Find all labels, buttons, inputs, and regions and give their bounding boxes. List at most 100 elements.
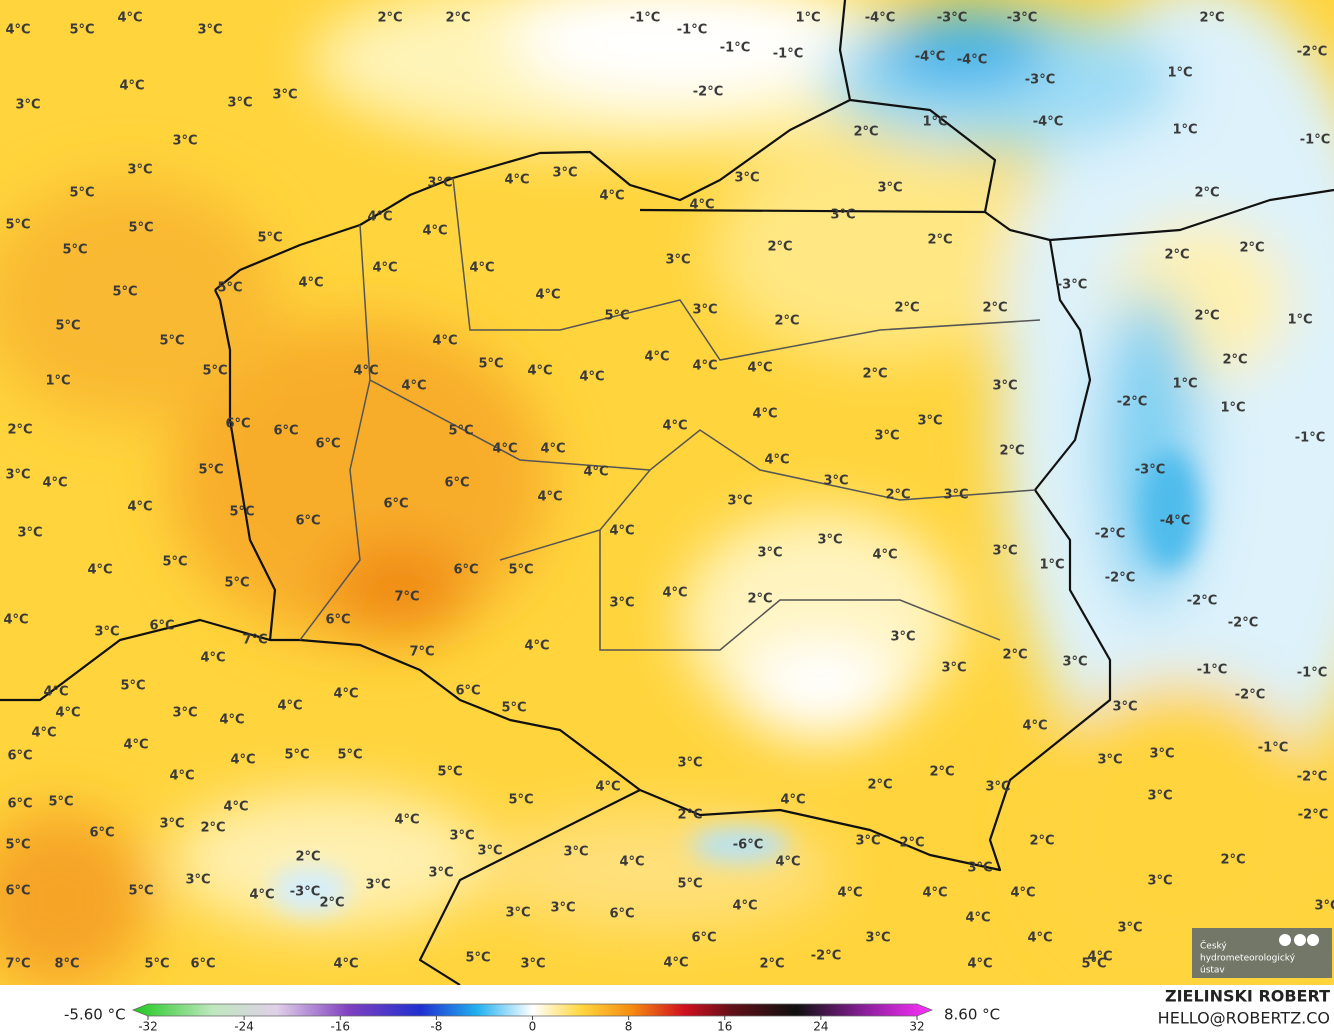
temperature-label: 2°C	[894, 301, 919, 316]
temperature-label: 2°C	[774, 314, 799, 329]
temperature-label: 2°C	[1194, 186, 1219, 201]
colorbar-tick-label: -24	[234, 1020, 254, 1034]
temperature-label: 3°C	[552, 166, 577, 181]
temperature-label: 2°C	[767, 240, 792, 255]
temperature-label: 3°C	[992, 544, 1017, 559]
temperature-label: 5°C	[69, 23, 94, 38]
temperature-label: 2°C	[377, 11, 402, 26]
temperature-label: 4°C	[1010, 886, 1035, 901]
temperature-label: 4°C	[200, 651, 225, 666]
temperature-label: 3°C	[757, 546, 782, 561]
temperature-label: 4°C	[689, 198, 714, 213]
temperature-label: 5°C	[112, 285, 137, 300]
temperature-label: 2°C	[1002, 648, 1027, 663]
temperature-label: -1°C	[773, 47, 803, 62]
temperature-label: 3°C	[427, 176, 452, 191]
temperature-label: 7°C	[409, 645, 434, 660]
temperature-label: 3°C	[943, 488, 968, 503]
temperature-label: -3°C	[1135, 463, 1165, 478]
temperature-label: -1°C	[1295, 431, 1325, 446]
temperature-label: 2°C	[853, 125, 878, 140]
colorbar-tick-label: -32	[138, 1020, 158, 1034]
temperature-label: 4°C	[277, 699, 302, 714]
temperature-label: 7°C	[394, 590, 419, 605]
temperature-label: 6°C	[325, 613, 350, 628]
temperature-label: 4°C	[394, 813, 419, 828]
temperature-label: 2°C	[1199, 11, 1224, 26]
temperature-label: 4°C	[837, 886, 862, 901]
temperature-label: 1°C	[1172, 377, 1197, 392]
temperature-label: 4°C	[967, 957, 992, 972]
temperature-label: 4°C	[780, 793, 805, 808]
temperature-label: 4°C	[123, 738, 148, 753]
temperature-label: -2°C	[1235, 688, 1265, 703]
temperature-label: 4°C	[31, 726, 56, 741]
temperature-label: 4°C	[662, 586, 687, 601]
temperature-label: 4°C	[524, 639, 549, 654]
temperature-label: 1°C	[1039, 558, 1064, 573]
region-border	[299, 224, 371, 641]
credit-name: ZIELINSKI ROBERT	[1165, 987, 1330, 1006]
coastline	[214, 0, 852, 291]
temperature-label: 6°C	[190, 957, 215, 972]
colorbar-min: -5.60 °C	[64, 1006, 126, 1024]
temperature-label: -4°C	[1160, 514, 1190, 529]
temperature-label: 4°C	[42, 476, 67, 491]
temperature-label: 5°C	[448, 424, 473, 439]
temperature-label: 4°C	[127, 500, 152, 515]
temperature-label: 4°C	[662, 419, 687, 434]
temperature-label: -1°C	[1297, 666, 1327, 681]
temperature-label: 3°C	[734, 171, 759, 186]
temperature-label: 4°C	[579, 370, 604, 385]
temperature-label: 5°C	[5, 838, 30, 853]
temperature-label: 2°C	[927, 233, 952, 248]
country-border	[849, 98, 997, 213]
temperature-label: 3°C	[127, 163, 152, 178]
temperature-label: 5°C	[69, 186, 94, 201]
temperature-label: 3°C	[1147, 874, 1172, 889]
colorbar-tick-label: 8	[625, 1020, 633, 1034]
temperature-label: 6°C	[225, 417, 250, 432]
temperature-label: 2°C	[200, 821, 225, 836]
temperature-label: 2°C	[759, 957, 784, 972]
region-border	[599, 530, 1001, 651]
temperature-label: 2°C	[1164, 248, 1189, 263]
temperature-label: 4°C	[1027, 931, 1052, 946]
temperature-label: 4°C	[117, 11, 142, 26]
temperature-label: 6°C	[691, 931, 716, 946]
temperature-label: 3°C	[550, 901, 575, 916]
temperature-label: 3°C	[365, 878, 390, 893]
temperature-label: 4°C	[1087, 950, 1112, 965]
temperature-label: 4°C	[223, 800, 248, 815]
temperature-label: 1°C	[1167, 66, 1192, 81]
temperature-label: 3°C	[272, 88, 297, 103]
temperature-label: -2°C	[811, 949, 841, 964]
temperature-label: 3°C	[941, 661, 966, 676]
temperature-label: 5°C	[229, 505, 254, 520]
temperature-label: 4°C	[298, 276, 323, 291]
country-border	[418, 789, 641, 985]
temperature-label: -2°C	[1187, 594, 1217, 609]
temperature-label: 4°C	[644, 350, 669, 365]
logo-text: hydrometeorologický	[1200, 954, 1296, 964]
temperature-label: 5°C	[1081, 957, 1106, 972]
temperature-label: 4°C	[1022, 719, 1047, 734]
temperature-label: 6°C	[453, 563, 478, 578]
temperature-label: 2°C	[929, 765, 954, 780]
temperature-label: 3°C	[477, 844, 502, 859]
temperature-label: 4°C	[230, 753, 255, 768]
temperature-label: 5°C	[62, 243, 87, 258]
temperature-label: -1°C	[630, 11, 660, 26]
temperature-label: 2°C	[295, 850, 320, 865]
temperature-label: 3°C	[1149, 747, 1174, 762]
temperature-label: 2°C	[1220, 853, 1245, 868]
temperature-label: 5°C	[337, 748, 362, 763]
region-border	[369, 379, 1036, 501]
temperature-label: 6°C	[609, 907, 634, 922]
temperature-label: 3°C	[877, 181, 902, 196]
temperature-label: 5°C	[508, 563, 533, 578]
colorbar-tick-label: 24	[813, 1020, 828, 1034]
temperature-label: 5°C	[55, 319, 80, 334]
